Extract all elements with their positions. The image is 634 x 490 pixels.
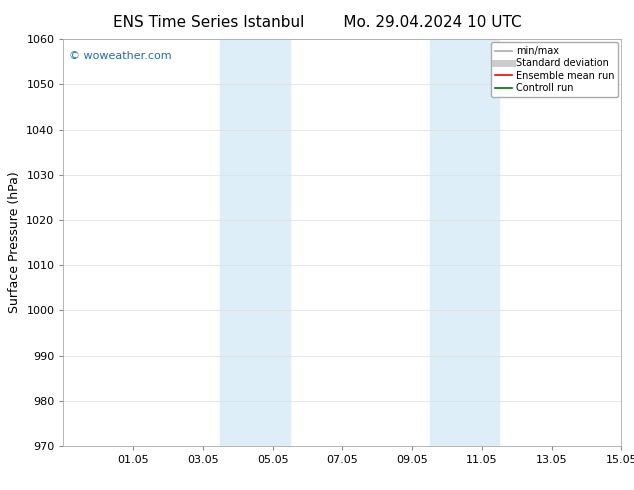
Bar — [221, 39, 290, 446]
Text: ENS Time Series Istanbul        Mo. 29.04.2024 10 UTC: ENS Time Series Istanbul Mo. 29.04.2024 … — [113, 15, 521, 30]
Bar — [429, 39, 500, 446]
Legend: min/max, Standard deviation, Ensemble mean run, Controll run: min/max, Standard deviation, Ensemble me… — [491, 42, 618, 97]
Text: © woweather.com: © woweather.com — [69, 51, 172, 61]
Y-axis label: Surface Pressure (hPa): Surface Pressure (hPa) — [8, 172, 21, 314]
